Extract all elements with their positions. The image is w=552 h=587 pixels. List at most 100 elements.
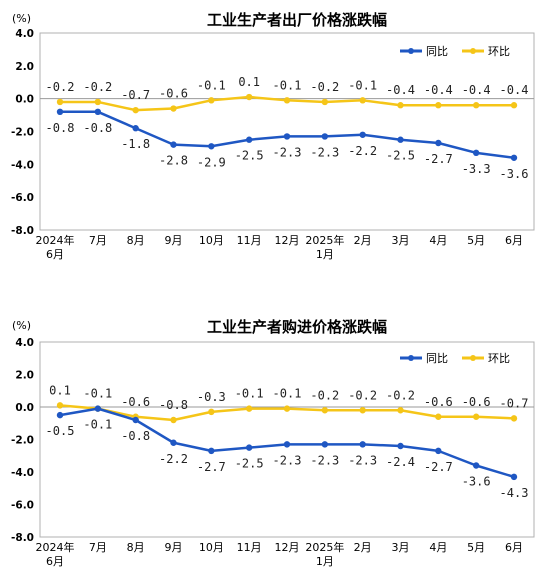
x-tick-label: 5月 [467,541,485,554]
data-point [208,143,215,150]
data-label: -2.3 [273,453,302,467]
data-label: -2.5 [235,149,264,163]
plot-frame [39,341,535,538]
data-label: -0.4 [424,83,453,97]
data-point [208,447,215,455]
data-point [283,133,291,140]
chart-title: 工业生产者购进价格涨跌幅 [207,318,387,336]
data-label: -0.4 [462,83,491,97]
y-tick-label: -2.0 [11,435,34,447]
data-point [283,441,291,448]
data-point [397,102,404,109]
data-point [283,405,291,412]
y-tick-label: 2.0 [15,61,34,73]
x-tick-label: 2024年 [36,233,75,247]
data-label: -2.9 [197,155,226,169]
y-tick-label: -4.0 [11,467,34,479]
x-tick-label: 1月 [316,248,334,261]
output-price-chart: (%) 工业生产者出厂价格涨跌幅 4.0 2.0 0.0 -2.0 -4.0 -6.0 -8.0… [11,11,535,261]
data-label: -2.7 [424,460,453,474]
x-tick-label: 1月 [316,555,334,568]
data-point [321,441,329,448]
data-label: -0.4 [386,83,415,97]
data-label: -0.6 [121,395,150,409]
y-tick-label: -2.0 [11,127,34,139]
data-label: -0.4 [500,83,529,97]
data-point [132,416,139,424]
data-label: -0.1 [235,387,264,401]
x-tick-label: 2月 [354,234,372,247]
x-tick-label: 4月 [429,541,447,554]
data-label: -0.3 [197,390,226,404]
data-label: -0.8 [83,121,112,135]
x-tick-label: 6月 [46,555,64,568]
data-label: -2.4 [386,455,415,469]
x-tick-label: 7月 [89,541,107,554]
x-tick-label: 8月 [127,234,145,247]
data-label: -2.5 [386,149,415,163]
x-tick-label: 5月 [467,234,485,247]
data-label: -2.2 [348,144,377,158]
data-label: -2.3 [273,145,302,159]
data-point [510,154,518,161]
data-label: -0.2 [386,388,415,402]
data-label: -0.1 [83,418,112,432]
data-point [170,439,177,446]
legend-label-0: 同比 [426,45,448,58]
data-label: -0.6 [462,395,491,409]
data-point [510,473,518,481]
data-point [132,125,139,132]
data-label: -0.1 [273,387,302,401]
y-tick-label: 0.0 [15,94,34,106]
data-point [132,106,139,114]
data-point [510,415,518,422]
y-tick-label: -6.0 [11,192,34,204]
chart-panel-output-prices: (%) 工业生产者出厂价格涨跌幅 4.0 2.0 0.0 -2.0 -4.0 -6.0 -8.0… [0,0,552,290]
data-label: -3.6 [462,475,491,489]
data-label: -0.2 [46,80,75,94]
x-tick-label: 9月 [165,234,183,247]
x-tick-label: 2025年 [305,233,344,247]
data-point [359,441,366,448]
x-tick-label: 10月 [199,541,224,554]
data-point [435,102,442,109]
data-label: -0.1 [197,78,226,92]
data-point [397,407,404,414]
data-label: -2.3 [348,453,377,467]
data-point [359,407,366,414]
x-tick-label: 7月 [89,234,107,247]
x-tick-label: 2月 [354,541,372,554]
x-tick-label: 6月 [46,248,64,261]
x-tick-label: 3月 [392,541,410,554]
data-label: -0.5 [46,424,75,438]
x-tick-label: 9月 [165,541,183,554]
data-point [359,131,366,138]
data-label: -0.2 [348,388,377,402]
x-tick-label: 6月 [505,234,523,247]
data-label: 0.1 [238,75,260,89]
legend-marker-1 [470,355,476,361]
data-label: -2.7 [424,152,453,166]
data-label: -0.8 [121,429,150,443]
data-label: -0.2 [83,80,112,94]
y-tick-label: 4.0 [15,28,34,40]
data-label: -2.3 [310,145,339,159]
data-label: 0.1 [49,383,71,397]
unit-label: (%) [12,319,31,332]
data-point [472,413,480,420]
data-point [170,416,177,424]
data-point [245,444,253,451]
legend-label-0: 同比 [426,352,448,365]
data-label: -2.3 [310,453,339,467]
x-tick-label: 10月 [199,234,224,247]
legend-label-1: 环比 [488,352,510,365]
x-tick-label: 11月 [237,541,262,554]
data-label: -0.8 [46,121,75,135]
data-point [94,405,102,412]
data-point [56,411,64,419]
data-label: -2.2 [159,452,188,466]
y-tick-label: -8.0 [11,225,34,237]
data-label: -0.2 [310,388,339,402]
x-tick-label: 4月 [429,234,447,247]
data-label: -0.6 [424,395,453,409]
